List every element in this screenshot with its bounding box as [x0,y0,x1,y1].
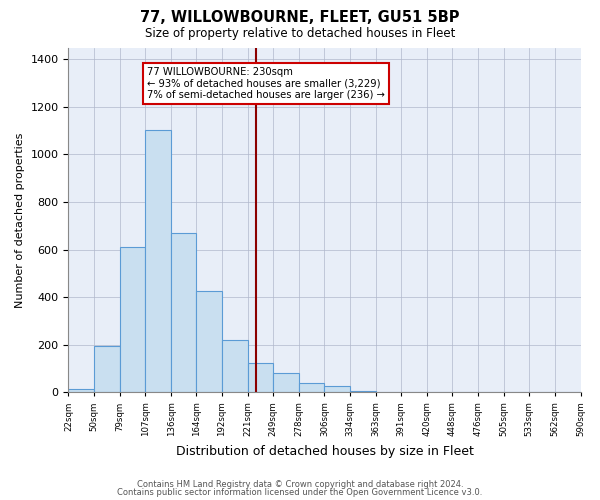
Bar [299,383,325,392]
Bar [171,233,196,392]
Y-axis label: Number of detached properties: Number of detached properties [15,132,25,308]
Bar [350,391,376,392]
Bar [145,130,171,392]
Text: Size of property relative to detached houses in Fleet: Size of property relative to detached ho… [145,28,455,40]
Text: 77, WILLOWBOURNE, FLEET, GU51 5BP: 77, WILLOWBOURNE, FLEET, GU51 5BP [140,10,460,25]
Bar [325,386,350,392]
Bar [68,388,94,392]
Bar [94,346,120,393]
Bar [196,291,221,392]
Bar [273,373,299,392]
Bar [120,247,145,392]
X-axis label: Distribution of detached houses by size in Fleet: Distribution of detached houses by size … [176,444,473,458]
Text: Contains HM Land Registry data © Crown copyright and database right 2024.: Contains HM Land Registry data © Crown c… [137,480,463,489]
Bar [248,362,273,392]
Text: Contains public sector information licensed under the Open Government Licence v3: Contains public sector information licen… [118,488,482,497]
Text: 77 WILLOWBOURNE: 230sqm
← 93% of detached houses are smaller (3,229)
7% of semi-: 77 WILLOWBOURNE: 230sqm ← 93% of detache… [147,66,385,100]
Bar [221,340,248,392]
